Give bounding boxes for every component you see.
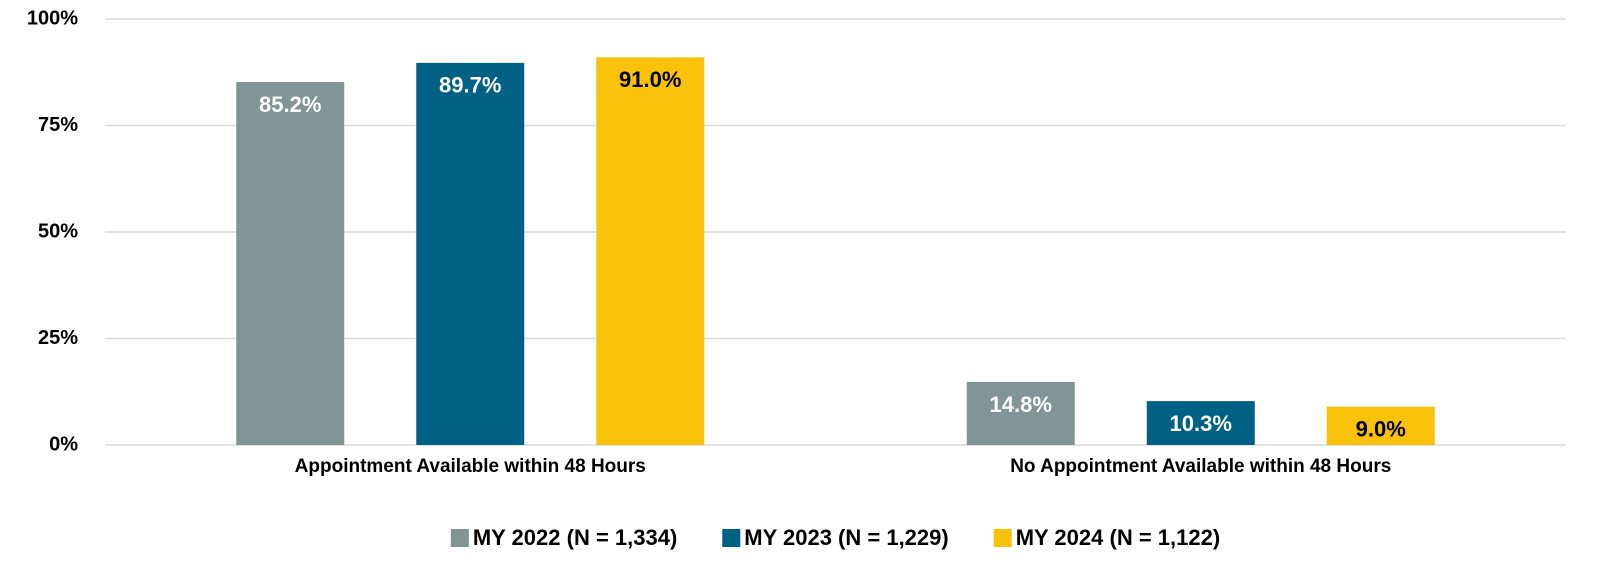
legend-swatch — [993, 529, 1012, 547]
legend-label: MY 2023 (N = 1,229) — [744, 525, 948, 550]
value-label: 9.0% — [1356, 416, 1406, 441]
legend-swatch — [450, 529, 469, 547]
bar — [236, 82, 345, 445]
bar — [416, 62, 525, 446]
value-label: 14.8% — [990, 392, 1052, 417]
value-label: 85.2% — [259, 92, 321, 117]
x-tick-label: Appointment Available within 48 Hours — [295, 456, 646, 477]
legend-swatch — [722, 529, 741, 547]
legend-label: MY 2024 (N = 1,122) — [1016, 525, 1220, 550]
y-tick-label: 50% — [38, 220, 78, 242]
y-tick-label: 75% — [38, 114, 78, 136]
value-label: 10.3% — [1170, 411, 1232, 436]
y-tick-label: 25% — [38, 327, 78, 349]
value-label: 91.0% — [619, 67, 681, 92]
bar — [596, 57, 705, 446]
y-tick-label: 0% — [49, 433, 78, 455]
value-label: 89.7% — [439, 73, 501, 98]
bar — [1146, 401, 1255, 445]
bar — [1326, 406, 1435, 445]
legend-label: MY 2022 (N = 1,334) — [473, 525, 677, 550]
y-tick-label: 100% — [27, 7, 78, 29]
x-tick-label: No Appointment Available within 48 Hours — [1010, 456, 1391, 477]
bar — [966, 381, 1075, 445]
